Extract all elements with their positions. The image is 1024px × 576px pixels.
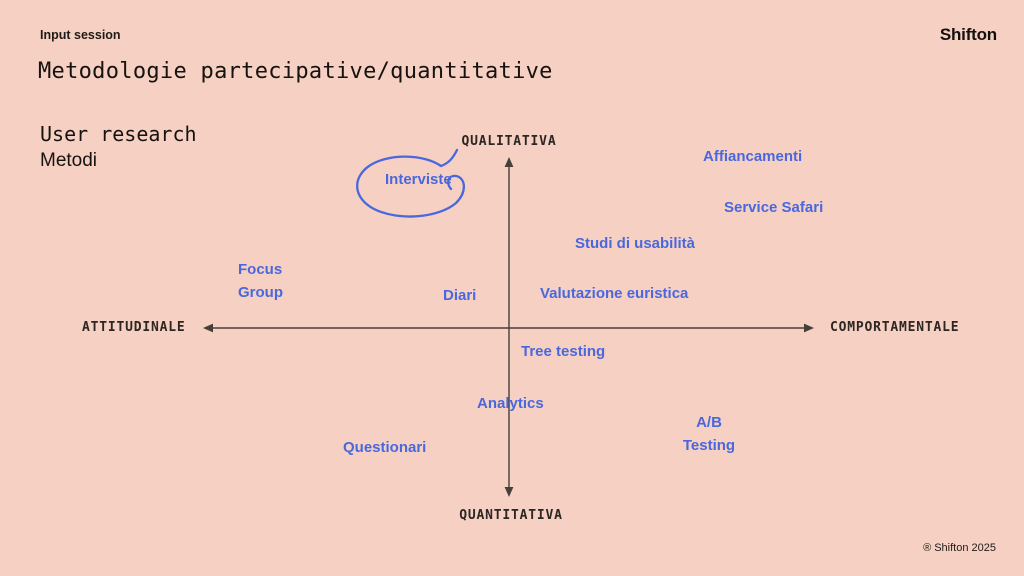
- method-label-line: Studi di usabilità: [575, 235, 696, 252]
- axis-label-comportamentale: COMPORTAMENTALE: [830, 320, 960, 335]
- arrow-up-icon: [504, 157, 514, 167]
- page-title: Metodologie partecipative/quantitative: [38, 59, 553, 84]
- method-label-line: Affiancamenti: [703, 148, 803, 165]
- method-label-line: Questionari: [343, 439, 427, 456]
- method-label-analytics: Analytics: [477, 396, 544, 412]
- method-label-line: Analytics: [477, 395, 544, 412]
- copyright-text: ® Shifton 2025: [923, 542, 996, 554]
- method-label-interviste: Interviste: [385, 172, 452, 188]
- method-label-questionari: Questionari: [343, 440, 426, 456]
- method-label-diari: Diari: [443, 288, 476, 304]
- subtitle-line-1: User research: [40, 122, 197, 146]
- method-label-service-safari: Service Safari: [724, 200, 823, 216]
- method-label-affiancamenti: Affiancamenti: [703, 149, 802, 165]
- method-label-valutazione-euristica: Valutazione euristica: [540, 286, 688, 302]
- method-label-line: Service Safari: [724, 199, 824, 216]
- arrow-down-icon: [504, 487, 514, 497]
- method-label-line: A/B: [696, 414, 722, 431]
- brand-logo: Shifton: [939, 25, 997, 44]
- method-label-tree-testing: Tree testing: [521, 344, 605, 360]
- method-label-focus-group: Focus Group: [238, 262, 283, 301]
- subtitle-line-2: Metodi: [40, 150, 98, 171]
- arrow-right-icon: [804, 323, 814, 333]
- method-label-line: Interviste: [385, 171, 452, 188]
- method-label-line: Valutazione euristica: [540, 285, 689, 302]
- arrow-left-icon: [203, 323, 213, 333]
- session-eyebrow: Input session: [40, 28, 121, 42]
- method-label-line: Diari: [443, 287, 477, 304]
- method-label-line: Testing: [682, 437, 736, 454]
- method-label-line: Group: [238, 284, 283, 301]
- method-label-line: Tree testing: [521, 343, 606, 360]
- axis-label-attitudinale: ATTITUDINALE: [82, 320, 186, 335]
- method-label-ab-testing: A/B Testing: [682, 415, 736, 454]
- axis-label-quantitativa: QUANTITATIVA: [459, 508, 563, 523]
- method-label-studi-di-usabilita: Studi di usabilità: [575, 236, 695, 252]
- axis-label-qualitativa: QUALITATIVA: [461, 134, 557, 149]
- method-label-line: Focus: [238, 261, 283, 278]
